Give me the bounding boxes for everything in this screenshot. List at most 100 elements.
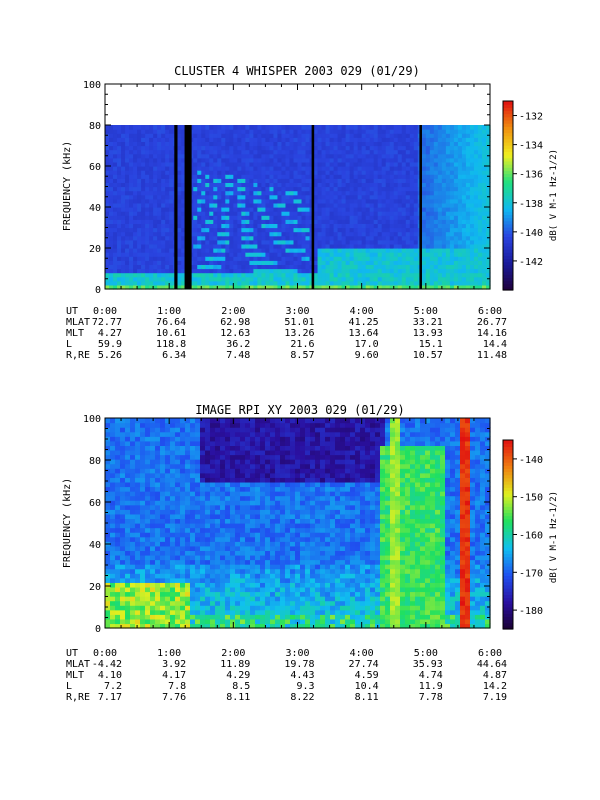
spectrogram-cell: [181, 272, 186, 278]
spectrogram-cell: [397, 202, 403, 208]
spectrogram-cell: [301, 231, 307, 237]
spectrogram-cell: [237, 157, 242, 163]
spectrogram-cell: [265, 264, 271, 270]
spectrogram-cell: [425, 248, 431, 253]
spectrogram-cell: [357, 141, 363, 147]
spectrogram-cell: [109, 166, 114, 171]
spectrogram-cell: [421, 268, 427, 274]
spectrogram-cell: [225, 182, 230, 188]
spectrogram-cell: [289, 215, 295, 220]
spectrogram-cell: [209, 239, 214, 245]
spectrogram-cell: [149, 153, 154, 159]
spectrogram-cell: [485, 264, 491, 270]
spectrogram-cell: [453, 190, 459, 196]
spectrogram-cell: [349, 243, 355, 249]
spectrogram-cell: [413, 248, 419, 253]
spectrogram-cell: [289, 137, 295, 142]
spectrogram-cell: [185, 436, 191, 442]
spectrogram-cell: [125, 582, 131, 588]
spectrogram-cell: [195, 440, 201, 446]
spectrogram-cell: [135, 454, 141, 460]
spectrogram-cell: [285, 157, 291, 163]
spectrogram-cell: [115, 436, 121, 442]
spectrogram-cell: [469, 141, 475, 147]
spectrogram-cell: [361, 272, 367, 278]
spectrogram-cell: [181, 141, 186, 147]
spectrogram-cell: [157, 153, 162, 159]
spectrogram-cell: [180, 445, 186, 451]
spectrogram-cell: [285, 166, 291, 171]
spectrogram-cell: [369, 182, 375, 188]
spectrogram-cell: [293, 219, 299, 224]
spectrogram-cell: [389, 243, 395, 249]
spectrogram-cell: [445, 194, 451, 200]
spectrogram-cell: [341, 272, 347, 278]
spectrogram-cell: [329, 231, 335, 237]
spectrogram-cell: [197, 260, 202, 265]
spectrogram-cell: [465, 260, 471, 265]
spectrogram-cell: [449, 202, 455, 208]
spectrogram-cell: [190, 596, 196, 602]
spectrogram-cell: [217, 141, 222, 147]
spectrogram-cell: [321, 157, 327, 163]
spectrogram-cell: [249, 227, 254, 233]
spectrogram-cell: [269, 219, 275, 224]
spectrogram-cell: [305, 223, 311, 229]
spectrogram-cell: [405, 223, 411, 229]
spectrogram-cell: [301, 243, 307, 249]
spectrogram-cell: [337, 202, 343, 208]
spectrogram-cell: [181, 284, 186, 290]
spectrogram-cell: [353, 276, 359, 282]
spectrogram-cell: [405, 264, 411, 270]
spectrogram-cell: [141, 182, 146, 188]
spectrogram-cell: [193, 215, 198, 220]
spectrogram-cell: [105, 157, 110, 163]
spectrogram-cell: [329, 223, 335, 229]
spectrogram-cell: [317, 248, 323, 253]
spectrogram-cell: [237, 186, 242, 192]
spectrogram-cell: [249, 248, 254, 253]
spectrogram-cell: [289, 161, 295, 167]
spectrogram-cell: [195, 564, 201, 570]
spectrogram-cell: [105, 284, 110, 290]
spectrogram-cell: [225, 198, 230, 204]
spectrogram-cell: [245, 161, 250, 167]
spectrogram-cell: [109, 231, 114, 237]
spectrogram-cell: [389, 207, 395, 212]
spectrogram-cell: [169, 223, 174, 229]
spectrogram-cell: [477, 161, 483, 167]
spectrogram-cell: [421, 182, 427, 188]
spectrogram-cell: [140, 431, 146, 437]
spectrogram-cell: [413, 239, 419, 245]
spectrogram-cell: [229, 211, 234, 216]
spectrogram-cell: [401, 276, 407, 282]
spectrogram-cell: [140, 468, 146, 474]
spectrogram-cell: [397, 264, 403, 270]
spectrogram-cell: [397, 137, 403, 142]
spectrogram-cell: [177, 141, 182, 147]
spectrogram-cell: [461, 129, 467, 134]
spectrogram-cell: [413, 166, 419, 171]
spectrogram-cell: [349, 235, 355, 241]
spectrogram-cell: [305, 133, 311, 138]
spectrogram-cell: [305, 280, 311, 286]
spectrogram-cell: [341, 161, 347, 167]
spectrogram-cell: [293, 268, 299, 274]
spectrogram-cell: [409, 141, 415, 147]
spectrogram-cell: [241, 235, 246, 241]
spectrogram-cell: [141, 231, 146, 237]
spectrogram-cell: [289, 125, 295, 130]
spectrogram-cell: [213, 137, 218, 142]
spectrogram-cell: [481, 284, 487, 290]
spectrogram-cell: [125, 133, 130, 138]
spectrogram-cell: [337, 219, 343, 224]
spectrogram-cell: [273, 157, 279, 163]
spectrogram-cell: [130, 436, 136, 442]
spectrogram-cell: [425, 170, 431, 175]
spectrogram-cell: [175, 554, 181, 561]
spectrogram-cell: [197, 157, 202, 163]
spectrogram-cell: [269, 186, 275, 192]
spectrogram-cell: [237, 260, 242, 265]
spectrogram-cell: [365, 145, 371, 151]
spectrogram-cell: [273, 260, 279, 265]
